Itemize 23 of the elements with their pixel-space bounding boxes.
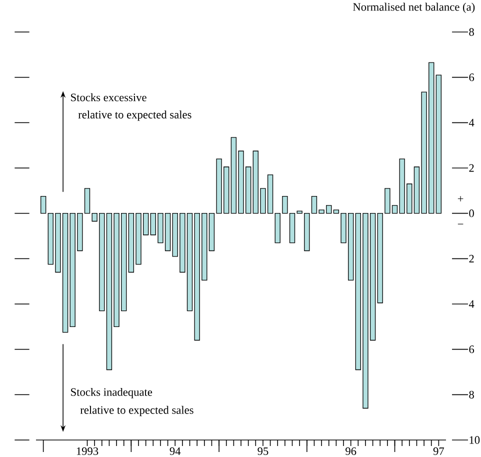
y-axis-title: Normalised net balance (a) <box>353 2 475 14</box>
x-tick-label: 1993 <box>76 447 98 455</box>
y-tick-label: 8 <box>469 390 474 398</box>
x-tick-label: 97 <box>433 447 444 455</box>
text: + <box>458 196 464 202</box>
bar <box>40 196 46 214</box>
y-tick-label: 2 <box>469 164 474 172</box>
y-tick-label: 6 <box>469 346 474 354</box>
y-tick-label: 10 <box>470 436 480 444</box>
bar <box>436 74 442 214</box>
y-tick-label: 0 <box>469 210 474 218</box>
y-tick-label: 6 <box>469 74 474 82</box>
x-tick-label: 94 <box>170 447 181 455</box>
y-tick-label: 8 <box>469 28 474 36</box>
annotation: Stocks excessive <box>71 93 146 102</box>
annotation: Stocks inadequate <box>71 388 152 398</box>
x-tick-label: 96 <box>346 447 356 455</box>
annotation: relative to expected sales <box>78 110 192 121</box>
y-tick-label: 4 <box>468 118 474 126</box>
y-tick-label: 2 <box>469 254 474 262</box>
x-tick-label: 95 <box>258 447 268 455</box>
annotation: relative to expected sales <box>80 406 194 416</box>
y-tick-label: 4 <box>468 300 474 308</box>
